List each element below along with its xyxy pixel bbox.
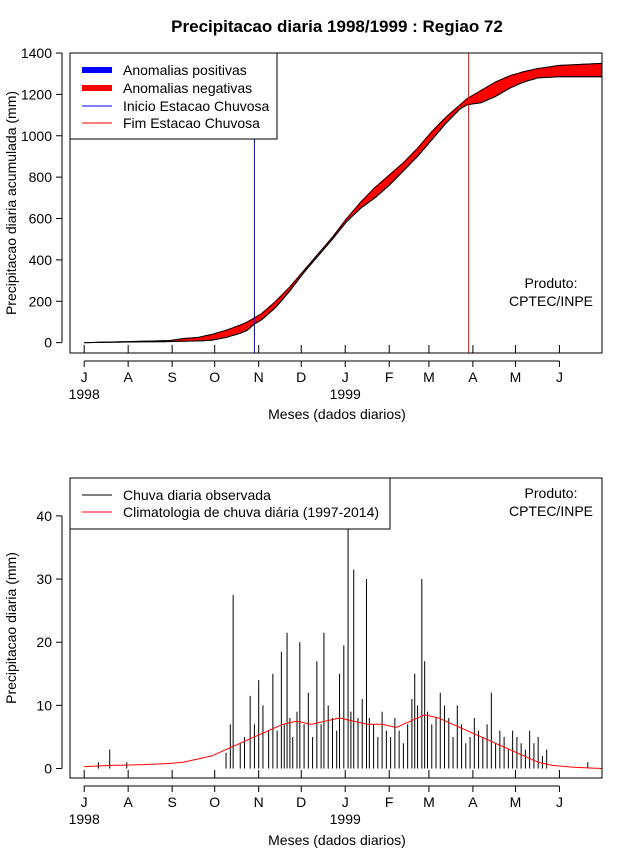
bottom-y-tick-label: 30 — [36, 571, 52, 587]
top-y-axis-label: Precipitacao diaria acumulada (mm) — [3, 91, 19, 315]
bottom-legend: Chuva diaria observada Climatologia de c… — [69, 477, 391, 530]
top-legend: Anomalias positivas Anomalias negativas … — [69, 52, 278, 140]
top-x-tick-label: M — [423, 369, 435, 385]
top-y-tick-label: 400 — [29, 252, 53, 268]
top-annotation-cptec: CPTEC/INPE — [509, 293, 593, 309]
top-year-label: 1999 — [330, 386, 361, 402]
bottom-annotation-produto: Produto: — [525, 485, 578, 501]
bottom-annotation-cptec: CPTEC/INPE — [509, 503, 593, 519]
top-x-tick-label: J — [556, 369, 563, 385]
bottom-x-tick-label: F — [385, 794, 394, 810]
bottom-y-tick-label: 10 — [36, 697, 52, 713]
top-annotation-produto: Produto: — [525, 275, 578, 291]
climatology-daily-line — [84, 714, 602, 769]
top-x-tick-label: A — [123, 369, 133, 385]
bottom-x-tick-label: A — [123, 794, 133, 810]
top-x-tick-label: D — [296, 369, 306, 385]
top-x-tick-label: J — [342, 369, 349, 385]
observed-accumulated-line — [84, 76, 602, 344]
bottom-x-axis-label: Meses (dados diarios) — [268, 832, 406, 848]
bottom-y-tick-label: 0 — [44, 761, 52, 777]
top-x-tick-label: A — [468, 369, 478, 385]
legend-climatology-label: Climatologia de chuva diária (1997-2014) — [123, 504, 379, 520]
top-plot-frame — [69, 52, 603, 354]
top-y-tick-label: 1400 — [21, 45, 52, 61]
top-chart: Precipitacao diaria 1998/1999 : Regiao 7… — [3, 17, 603, 422]
bottom-x-tick-label: N — [254, 794, 264, 810]
top-chart-title: Precipitacao diaria 1998/1999 : Regiao 7… — [171, 17, 503, 36]
top-x-tick-label: J — [81, 369, 88, 385]
top-y-tick-label: 1000 — [21, 128, 52, 144]
legend-observed-label: Chuva diaria observada — [123, 487, 271, 503]
climatology-accumulated-line — [84, 62, 603, 344]
top-y-tick-label: 1200 — [21, 86, 52, 102]
bottom-x-tick-label: O — [209, 794, 220, 810]
top-y-tick-label: 200 — [29, 293, 53, 309]
bottom-x-tick-label: J — [556, 794, 563, 810]
bottom-y-tick-label: 20 — [36, 634, 52, 650]
legend-start-season-label: Inicio Estacao Chuvosa — [123, 98, 270, 114]
bottom-legend-box — [69, 477, 391, 530]
top-year-label: 1998 — [69, 386, 100, 402]
top-x-tick-label: M — [510, 369, 522, 385]
bottom-plot-area — [84, 522, 602, 769]
bottom-y-axis-label: Precipitacao diaria (mm) — [3, 552, 19, 704]
bottom-year-label: 1998 — [69, 811, 100, 827]
legend-end-season-label: Fim Estacao Chuvosa — [123, 115, 260, 131]
bottom-x-tick-label: A — [468, 794, 478, 810]
top-x-axis-label: Meses (dados diarios) — [268, 406, 406, 422]
bottom-x-tick-label: M — [423, 794, 435, 810]
top-x-tick-label: O — [209, 369, 220, 385]
bottom-x-tick-label: S — [167, 794, 176, 810]
bottom-x-tick-label: J — [81, 794, 88, 810]
top-y-tick-label: 800 — [29, 169, 53, 185]
top-x-tick-label: F — [385, 369, 394, 385]
legend-negative-label: Anomalias negativas — [123, 80, 252, 96]
top-y-tick-label: 0 — [44, 335, 52, 351]
bottom-year-label: 1999 — [330, 811, 361, 827]
bottom-x-tick-label: M — [510, 794, 522, 810]
bottom-y-tick-label: 40 — [36, 508, 52, 524]
legend-positive-label: Anomalias positivas — [123, 62, 247, 78]
bottom-x-tick-label: J — [342, 794, 349, 810]
top-y-tick-label: 600 — [29, 211, 53, 227]
top-x-tick-label: N — [254, 369, 264, 385]
bottom-x-tick-label: D — [296, 794, 306, 810]
top-x-tick-label: S — [167, 369, 176, 385]
